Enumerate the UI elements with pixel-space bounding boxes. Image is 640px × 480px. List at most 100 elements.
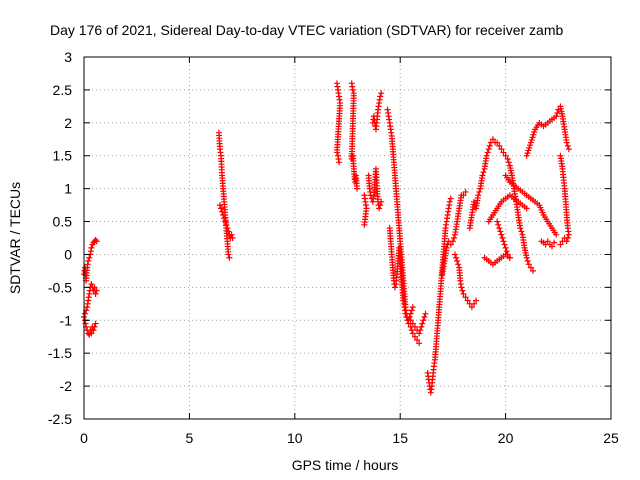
data-point (524, 150, 531, 157)
data-point (502, 244, 509, 251)
data-point (225, 251, 232, 258)
data-point (523, 254, 530, 261)
data-point (468, 304, 475, 311)
data-point (527, 142, 534, 149)
data-point (447, 195, 454, 202)
data-point (479, 172, 486, 179)
data-point (421, 313, 428, 320)
data-point (218, 205, 225, 212)
data-point (557, 241, 564, 248)
data-point (452, 251, 459, 258)
data-point (416, 330, 423, 337)
data-point (418, 323, 425, 330)
data-point (462, 188, 469, 195)
data-point (378, 90, 385, 97)
data-point (485, 146, 492, 153)
x-tick-label: 10 (287, 430, 303, 446)
data-point (225, 228, 232, 235)
data-point (229, 235, 236, 241)
data-point (496, 142, 503, 149)
data-point (376, 205, 383, 212)
chart-title: Day 176 of 2021, Sidereal Day-to-day VTE… (50, 22, 563, 38)
data-point (378, 198, 385, 205)
y-tick-label: 0.5 (53, 214, 73, 230)
data-point (349, 86, 356, 93)
data-point (524, 258, 531, 265)
data-point (473, 297, 480, 304)
data-point (90, 327, 97, 334)
data-point (92, 236, 99, 243)
data-point (495, 221, 502, 228)
data-point (518, 228, 525, 235)
y-tick-label: -2.5 (48, 411, 72, 427)
data-point (458, 284, 465, 291)
data-point (551, 239, 558, 246)
data-point (561, 235, 568, 241)
data-point (464, 297, 471, 304)
data-point (422, 310, 429, 317)
data-point (453, 254, 460, 261)
data-point (501, 241, 508, 248)
data-point (226, 254, 233, 261)
data-point (517, 225, 524, 232)
data-point (523, 205, 530, 212)
data-point (470, 300, 477, 307)
data-point (409, 330, 416, 337)
data-point (525, 147, 532, 154)
data-point (563, 139, 570, 146)
data-point (500, 238, 507, 245)
x-tick-label: 20 (498, 430, 514, 446)
data-point (377, 202, 384, 209)
data-point (548, 243, 555, 250)
data-point (408, 327, 415, 334)
data-point (498, 231, 505, 238)
data-point (500, 149, 507, 156)
data-point (462, 294, 469, 301)
data-point (528, 136, 535, 143)
y-tick-label: -2 (60, 378, 73, 394)
data-point (411, 333, 418, 340)
data-point (82, 310, 89, 317)
data-point (505, 159, 512, 166)
y-tick-label: 3 (64, 49, 72, 65)
data-point (221, 215, 228, 222)
data-point (408, 307, 415, 314)
y-axis-title: SDTVAR / TECUs (7, 182, 23, 294)
data-point (531, 129, 538, 136)
data-point (223, 221, 230, 228)
data-point (409, 320, 416, 327)
data-point (222, 218, 229, 225)
data-point (527, 139, 534, 146)
data-point (554, 109, 561, 116)
data-point (555, 106, 562, 113)
y-tick-label: 2 (64, 115, 72, 131)
data-point (525, 261, 532, 268)
data-point (480, 169, 487, 176)
data-point (475, 192, 482, 199)
data-point (476, 188, 483, 195)
y-tick-label: 2.5 (53, 82, 73, 98)
data-point (489, 136, 496, 143)
y-tick-labels: -2.5 -2 -1.5 -1 -0.5 0 0.5 1 1.5 2 2.5 3 (48, 49, 72, 427)
x-tick-label: 15 (392, 430, 408, 446)
data-point (499, 235, 506, 241)
data-point (420, 317, 427, 324)
data-point (377, 93, 384, 100)
data-point (88, 244, 95, 251)
data-point (93, 238, 100, 245)
data-point (391, 284, 398, 291)
data-point (419, 320, 426, 327)
data-point (91, 323, 98, 330)
data-point (92, 320, 99, 327)
data-point (470, 198, 477, 205)
data-point (559, 238, 566, 245)
data-point (336, 159, 343, 166)
data-point (85, 258, 92, 265)
grid-layer (84, 57, 611, 419)
data-point (416, 340, 423, 347)
data-point (503, 248, 510, 255)
data-point (449, 238, 456, 245)
data-point (455, 261, 462, 268)
x-tick-label: 5 (186, 430, 194, 446)
